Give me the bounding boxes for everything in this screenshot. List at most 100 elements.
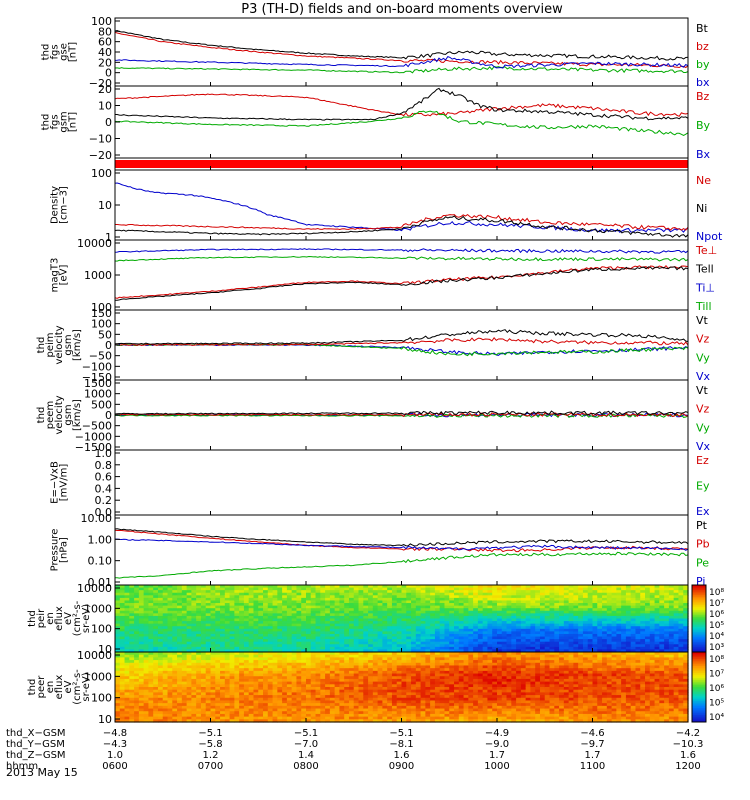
- heatmap-cell: [372, 597, 379, 602]
- heatmap-cell: [425, 641, 431, 645]
- heatmap-cell: [387, 623, 393, 627]
- heatmap-cell: [458, 615, 465, 620]
- heatmap-cell: [554, 613, 560, 617]
- heatmap-cell: [258, 608, 264, 612]
- heatmap-cell: [382, 633, 388, 638]
- heatmap-cell: [138, 628, 145, 632]
- heatmap-cell: [306, 587, 312, 591]
- heatmap-cell: [630, 592, 637, 596]
- heatmap-cell: [138, 678, 145, 683]
- heatmap-cell: [511, 595, 517, 599]
- heatmap-cell: [449, 623, 455, 627]
- heatmap-cell: [148, 719, 154, 723]
- heatmap-cell: [348, 719, 355, 723]
- heatmap-cell: [229, 633, 235, 638]
- heatmap-cell: [568, 628, 575, 632]
- heatmap-cell: [210, 618, 216, 622]
- heatmap-cell: [162, 687, 169, 691]
- heatmap-cell: [334, 705, 341, 710]
- heatmap-cell: [196, 618, 202, 622]
- heatmap-cell: [115, 684, 121, 688]
- heatmap-cell: [167, 597, 173, 602]
- heatmap-cell: [115, 681, 121, 685]
- heatmap-cell: [291, 670, 298, 675]
- heatmap-cell: [587, 597, 594, 602]
- heatmap-cell: [377, 613, 384, 617]
- heatmap-cell: [310, 639, 317, 643]
- heatmap-cell: [291, 603, 298, 607]
- heatmap-cell: [124, 687, 130, 691]
- heatmap-cell: [215, 631, 221, 635]
- heatmap-cell: [520, 605, 527, 609]
- heatmap-cell: [138, 626, 145, 630]
- heatmap-cell: [138, 662, 145, 667]
- heatmap-cell: [606, 590, 613, 594]
- heatmap-cell: [200, 673, 207, 677]
- heatmap-cell: [520, 646, 527, 651]
- y-axis-label: gsm: [59, 111, 70, 132]
- heatmap-cell: [344, 626, 350, 630]
- heatmap-cell: [124, 713, 130, 718]
- heatmap-cell: [172, 597, 178, 602]
- heatmap-cell: [549, 618, 555, 622]
- heatmap-cell: [630, 623, 637, 627]
- heatmap-cell: [301, 670, 307, 675]
- heatmap-cell: [224, 708, 231, 712]
- heatmap-cell: [334, 600, 341, 604]
- heatmap-cell: [492, 597, 498, 602]
- heatmap-cell: [143, 626, 150, 630]
- heatmap-cell: [181, 652, 188, 656]
- heatmap-cell: [511, 615, 517, 620]
- heatmap-cell: [506, 626, 512, 630]
- heatmap-cell: [119, 711, 126, 715]
- heatmap-cell: [377, 713, 384, 718]
- heatmap-cell: [215, 670, 221, 675]
- heatmap-cell: [301, 613, 307, 617]
- heatmap-cell: [205, 610, 212, 614]
- heatmap-cell: [559, 636, 565, 640]
- legend-entry: Ti⊥: [695, 281, 715, 294]
- heatmap-cell: [339, 590, 345, 594]
- heatmap-cell: [344, 703, 350, 707]
- heatmap-cell: [659, 608, 665, 612]
- heatmap-cell: [310, 597, 317, 602]
- heatmap-cell: [506, 605, 512, 609]
- heatmap-cell: [559, 618, 565, 622]
- heatmap-cell: [134, 621, 140, 625]
- heatmap-cell: [458, 649, 465, 653]
- heatmap-cell: [115, 646, 121, 651]
- heatmap-cell: [210, 633, 216, 638]
- heatmap-cell: [205, 695, 212, 699]
- heatmap-cell: [468, 615, 474, 620]
- heatmap-cell: [368, 633, 374, 638]
- heatmap-cell: [310, 615, 317, 620]
- heatmap-cell: [286, 585, 293, 589]
- heatmap-cell: [329, 590, 336, 594]
- heatmap-cell: [592, 646, 598, 651]
- panel-6: 150010005000−500−1000−1500thdpeemvelocit…: [36, 377, 711, 454]
- heatmap-cell: [157, 668, 164, 672]
- heatmap-cell: [239, 665, 245, 669]
- heatmap-cell: [291, 590, 298, 594]
- heatmap-cell: [200, 646, 207, 651]
- heatmap-cell: [368, 668, 374, 672]
- heatmap-cell: [220, 703, 226, 707]
- heatmap-cell: [468, 636, 474, 640]
- heatmap-cell: [411, 633, 417, 638]
- heatmap-cell: [563, 608, 570, 612]
- heatmap-cell: [372, 716, 379, 720]
- heatmap-cell: [649, 636, 656, 640]
- heatmap-cell: [649, 633, 656, 638]
- heatmap-cell: [129, 608, 135, 612]
- heatmap-cell: [664, 613, 670, 617]
- heatmap-cell: [282, 716, 288, 720]
- heatmap-cell: [482, 644, 489, 648]
- heatmap-cell: [587, 600, 594, 604]
- heatmap-cell: [372, 623, 379, 627]
- heatmap-cell: [138, 660, 145, 664]
- heatmap-cell: [573, 641, 579, 645]
- heatmap-cell: [215, 678, 221, 683]
- heatmap-cell: [129, 687, 135, 691]
- heatmap-cell: [167, 713, 173, 718]
- heatmap-cell: [401, 597, 407, 602]
